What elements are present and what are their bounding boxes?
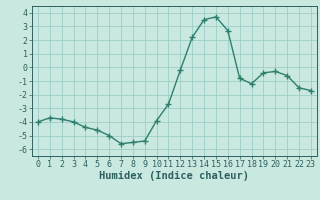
X-axis label: Humidex (Indice chaleur): Humidex (Indice chaleur) — [100, 171, 249, 181]
